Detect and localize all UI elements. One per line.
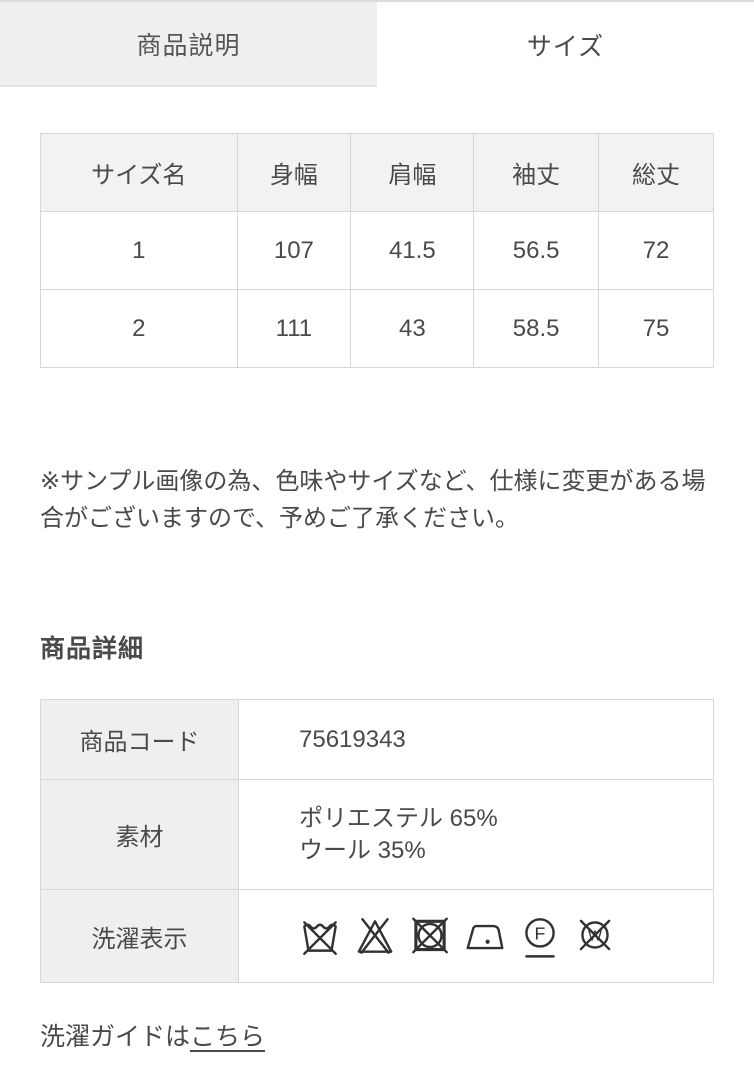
product-details-heading: 商品詳細: [40, 635, 145, 663]
size-table-header-total-length: 総丈: [597, 133, 715, 212]
material-value: ポリエステル 65% ウール 35%: [238, 779, 714, 890]
product-details-table: 商品コード 75619343 素材 ポリエステル 65% ウール 35% 洗濯表…: [40, 699, 714, 983]
care-symbols-value: F W: [238, 889, 714, 983]
laundry-guide-link[interactable]: こちら: [190, 1023, 266, 1051]
size-1-name: 1: [40, 211, 238, 290]
size-table-row-1: 1 107 41.5 56.5 72: [40, 211, 715, 290]
tab-size-label: サイズ: [526, 32, 605, 61]
material-row: 素材 ポリエステル 65% ウール 35%: [40, 779, 714, 890]
laundry-guide-line: 洗濯ガイドはこちら: [40, 1017, 714, 1053]
do-not-wet-clean-icon: W: [579, 919, 611, 951]
tab-product-description[interactable]: 商品説明: [0, 2, 377, 87]
svg-text:F: F: [535, 924, 546, 944]
size-1-sleeve-length: 56.5: [473, 211, 599, 290]
size-2-total-length: 75: [597, 289, 715, 368]
material-line-wool: ウール 35%: [299, 836, 426, 864]
size-1-total-length: 72: [597, 211, 715, 290]
tab-product-description-label: 商品説明: [136, 31, 241, 60]
size-1-body-width: 107: [236, 211, 352, 290]
sample-image-disclaimer: ※サンプル画像の為、色味やサイズなど、仕様に変更がある場合がございますので、予め…: [40, 468, 706, 532]
size-2-shoulder-width: 43: [350, 289, 475, 368]
size-table-header-body-width: 身幅: [236, 133, 352, 212]
dry-clean-f-gentle-icon: F: [525, 918, 555, 958]
product-code-value: 75619343: [238, 699, 714, 780]
size-1-shoulder-width: 41.5: [350, 211, 475, 290]
product-tabs: 商品説明 サイズ: [0, 0, 754, 87]
size-table-header-sleeve-length: 袖丈: [473, 133, 599, 212]
care-symbols-label: 洗濯表示: [40, 889, 239, 983]
product-code-label: 商品コード: [40, 699, 239, 780]
do-not-bleach-icon: [357, 918, 393, 954]
size-2-name: 2: [40, 289, 238, 368]
size-2-body-width: 111: [236, 289, 352, 368]
care-symbols-row: 洗濯表示: [40, 889, 714, 983]
size-table-section: サイズ名 身幅 肩幅 袖丈 総丈 1 107 41.5 56.5 72 2 11…: [40, 133, 715, 368]
material-label: 素材: [40, 779, 239, 890]
iron-low-heat-icon: [466, 924, 504, 950]
size-table: サイズ名 身幅 肩幅 袖丈 総丈 1 107 41.5 56.5 72 2 11…: [40, 133, 715, 368]
care-symbols-group: F W: [299, 913, 713, 959]
do-not-tumble-dry-icon: [412, 917, 448, 954]
size-table-header-shoulder-width: 肩幅: [350, 133, 475, 212]
laundry-guide-prefix: 洗濯ガイドは: [40, 1023, 191, 1051]
size-table-header-size-name: サイズ名: [40, 133, 238, 212]
size-2-sleeve-length: 58.5: [473, 289, 599, 368]
do-not-wash-icon: [303, 921, 337, 955]
material-line-polyester: ポリエステル 65%: [299, 804, 498, 832]
size-table-header-row: サイズ名 身幅 肩幅 袖丈 総丈: [40, 133, 715, 212]
tab-size[interactable]: サイズ: [377, 2, 754, 87]
product-code-row: 商品コード 75619343: [40, 699, 714, 780]
size-table-row-2: 2 111 43 58.5 75: [40, 289, 715, 368]
